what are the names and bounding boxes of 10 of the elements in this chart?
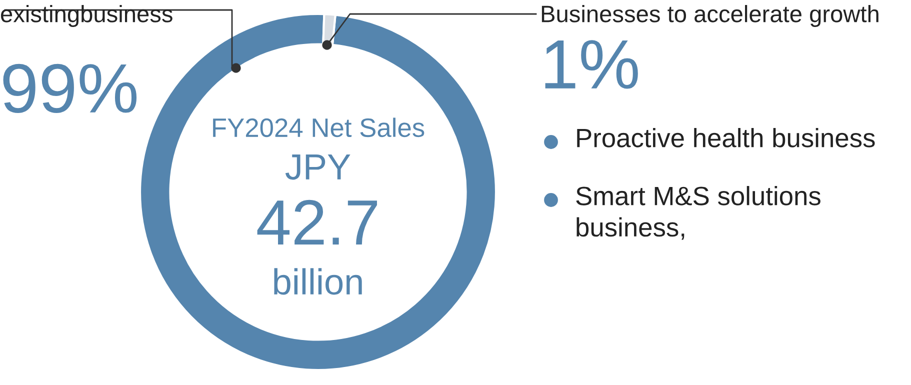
- data-label: 1%: [545, 40, 638, 89]
- text: 42.7: [257, 200, 377, 245]
- text: Proactive health business: [577, 128, 875, 148]
- text: JPY: [285, 154, 350, 180]
- data-label: 99%: [3, 64, 137, 114]
- text: Smart M&S solutions business,: [576, 186, 820, 240]
- slice-label: Businesses to accelerate growth: [542, 5, 878, 28]
- text: billion: [274, 268, 362, 295]
- slice-label: existingbusiness: [1, 5, 172, 28]
- text: FY2024 Net Sales: [213, 118, 424, 138]
